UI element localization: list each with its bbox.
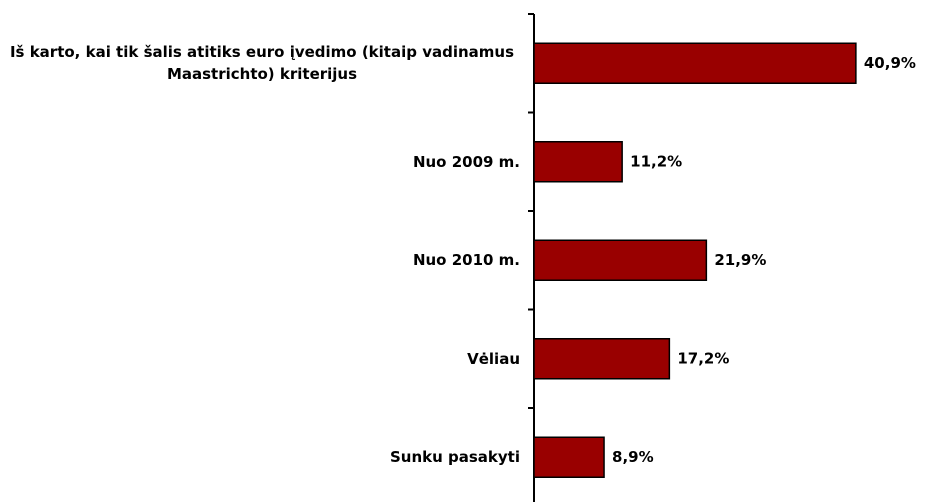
bar xyxy=(533,338,671,380)
category-label: Nuo 2010 m. xyxy=(4,230,520,290)
value-label: 17,2% xyxy=(677,349,729,367)
category-text: Iš karto, kai tik šalis atitiks euro įve… xyxy=(9,43,515,84)
value-label: 8,9% xyxy=(612,448,654,466)
bar xyxy=(533,42,857,84)
category-text: Sunku pasakyti xyxy=(389,448,520,467)
value-label: 40,9% xyxy=(864,54,916,72)
bar xyxy=(533,141,623,183)
category-label: Iš karto, kai tik šalis atitiks euro įve… xyxy=(4,33,520,93)
category-text: Vėliau xyxy=(467,349,520,368)
bar xyxy=(533,436,605,478)
category-label: Sunku pasakyti xyxy=(4,427,520,487)
bar xyxy=(533,239,708,281)
value-label: 11,2% xyxy=(630,152,682,170)
category-label: Vėliau xyxy=(4,329,520,389)
category-text: Nuo 2010 m. xyxy=(412,251,520,270)
category-text: Nuo 2009 m. xyxy=(412,152,520,171)
category-label: Nuo 2009 m. xyxy=(4,132,520,192)
value-label: 21,9% xyxy=(714,251,766,269)
